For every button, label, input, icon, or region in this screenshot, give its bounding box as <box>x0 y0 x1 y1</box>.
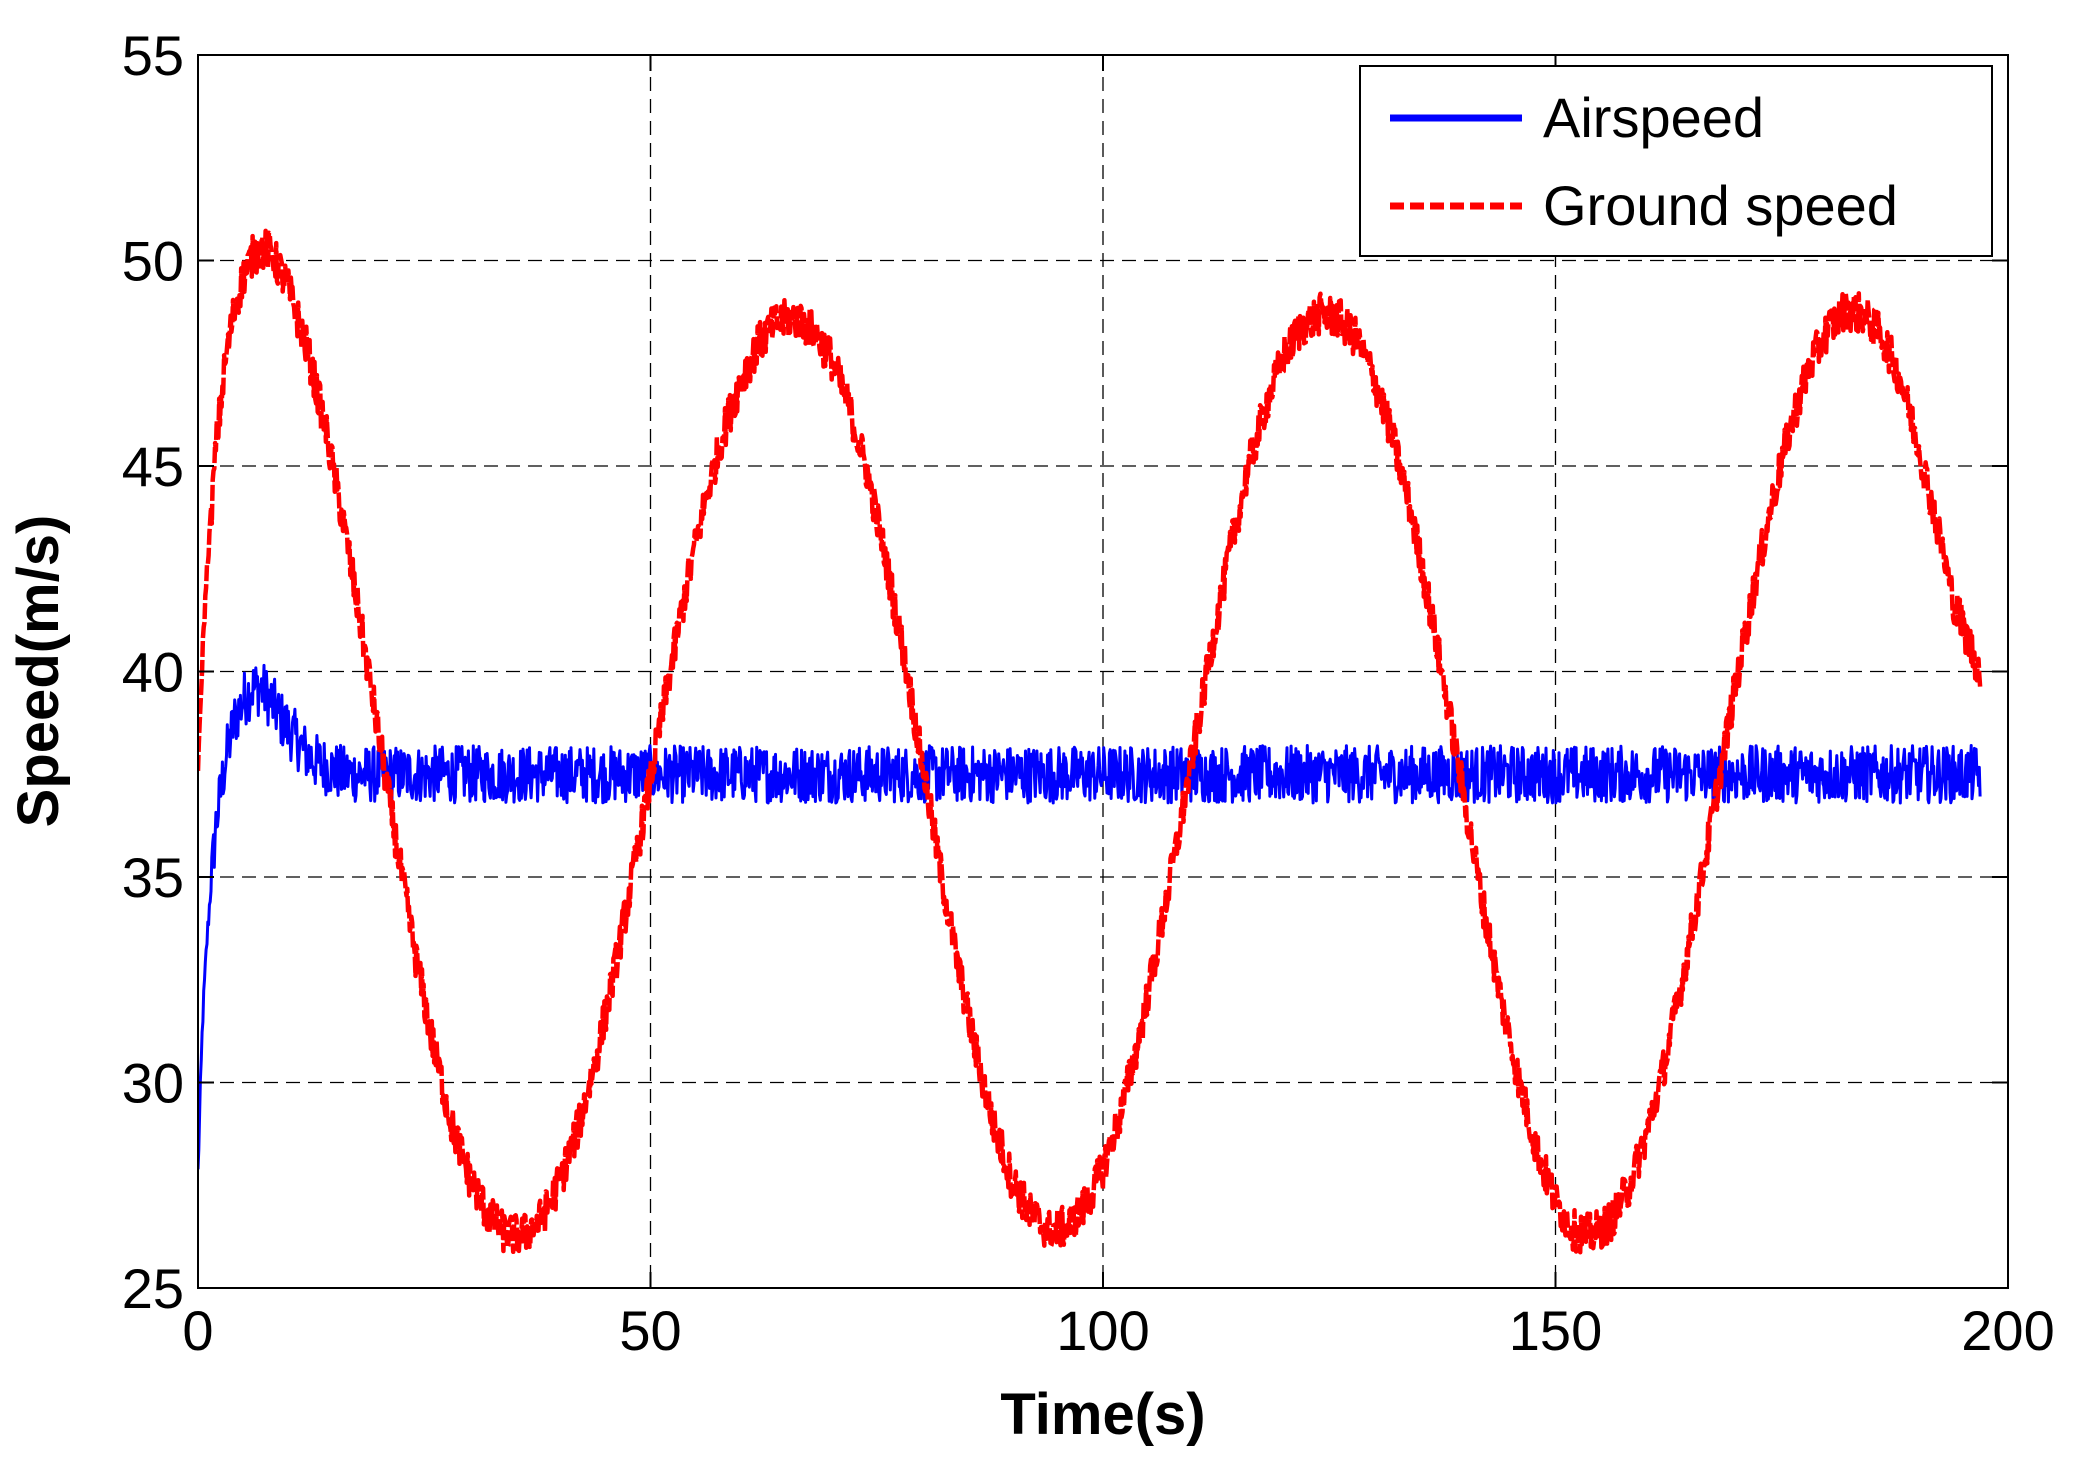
y-tick-label: 35 <box>122 846 184 909</box>
x-tick-label: 50 <box>619 1299 681 1362</box>
y-tick-label: 50 <box>122 230 184 293</box>
x-tick-label: 100 <box>1056 1299 1149 1362</box>
legend-label-airspeed: Airspeed <box>1543 86 1764 149</box>
y-tick-label: 30 <box>122 1052 184 1115</box>
series-line-airspeed <box>198 663 1982 1170</box>
x-tick-label: 0 <box>182 1299 213 1362</box>
legend-box <box>1359 65 1993 257</box>
y-tick-label: 40 <box>122 641 184 704</box>
grid-lines <box>198 55 2008 1288</box>
y-axis-title: Speed(m/s) <box>6 515 71 828</box>
x-tick-label: 200 <box>1961 1299 2054 1362</box>
series-layer <box>198 228 1983 1255</box>
axis-ticks: 0 50 100 150 200 25 30 35 40 45 50 55 <box>122 24 2055 1362</box>
y-tick-label: 45 <box>122 435 184 498</box>
legend-label-ground-speed: Ground speed <box>1543 174 1898 237</box>
y-tick-label: 55 <box>122 24 184 87</box>
legend: Airspeed Ground speed <box>1359 65 1993 257</box>
y-tick-label: 25 <box>122 1257 184 1320</box>
series-line-ground-speed <box>198 228 1983 1255</box>
x-axis-title: Time(s) <box>1000 1382 1205 1447</box>
x-tick-label: 150 <box>1509 1299 1602 1362</box>
